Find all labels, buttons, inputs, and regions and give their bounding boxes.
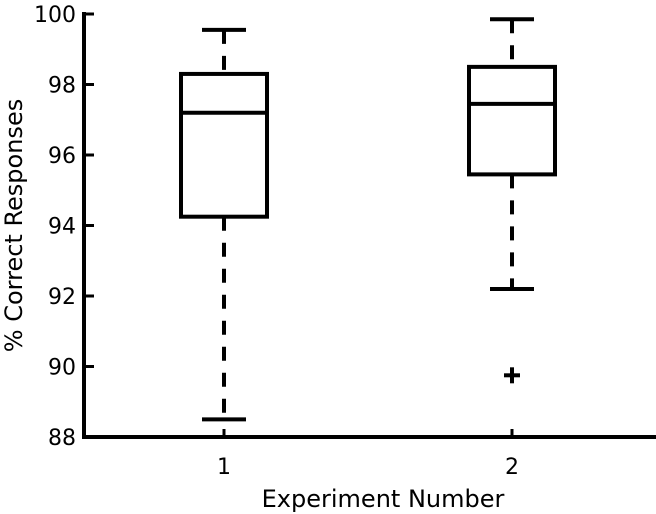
y-axis-label: % Correct Responses (0, 99, 28, 352)
x-tick-label: 1 (217, 455, 231, 480)
box-experiment-2 (467, 17, 557, 384)
y-tick-label: 98 (48, 74, 76, 99)
y-tick-label: 94 (48, 215, 76, 240)
box-plot-series (179, 17, 557, 422)
y-tick-label: 92 (48, 285, 76, 310)
interquartile-box (179, 71, 269, 219)
x-axis-label: Experiment Number (262, 485, 505, 513)
outlier-marker (504, 367, 520, 384)
x-tick-label: 2 (505, 455, 519, 480)
box-experiment-1 (179, 27, 269, 422)
y-tick-label: 90 (48, 356, 76, 381)
y-tick-label: 96 (48, 144, 76, 169)
y-axis-ticks: 88 90 92 94 96 98 100 (34, 3, 94, 451)
y-tick-label: 88 (48, 426, 76, 451)
interquartile-box (467, 64, 557, 177)
y-tick-label: 100 (34, 3, 76, 28)
